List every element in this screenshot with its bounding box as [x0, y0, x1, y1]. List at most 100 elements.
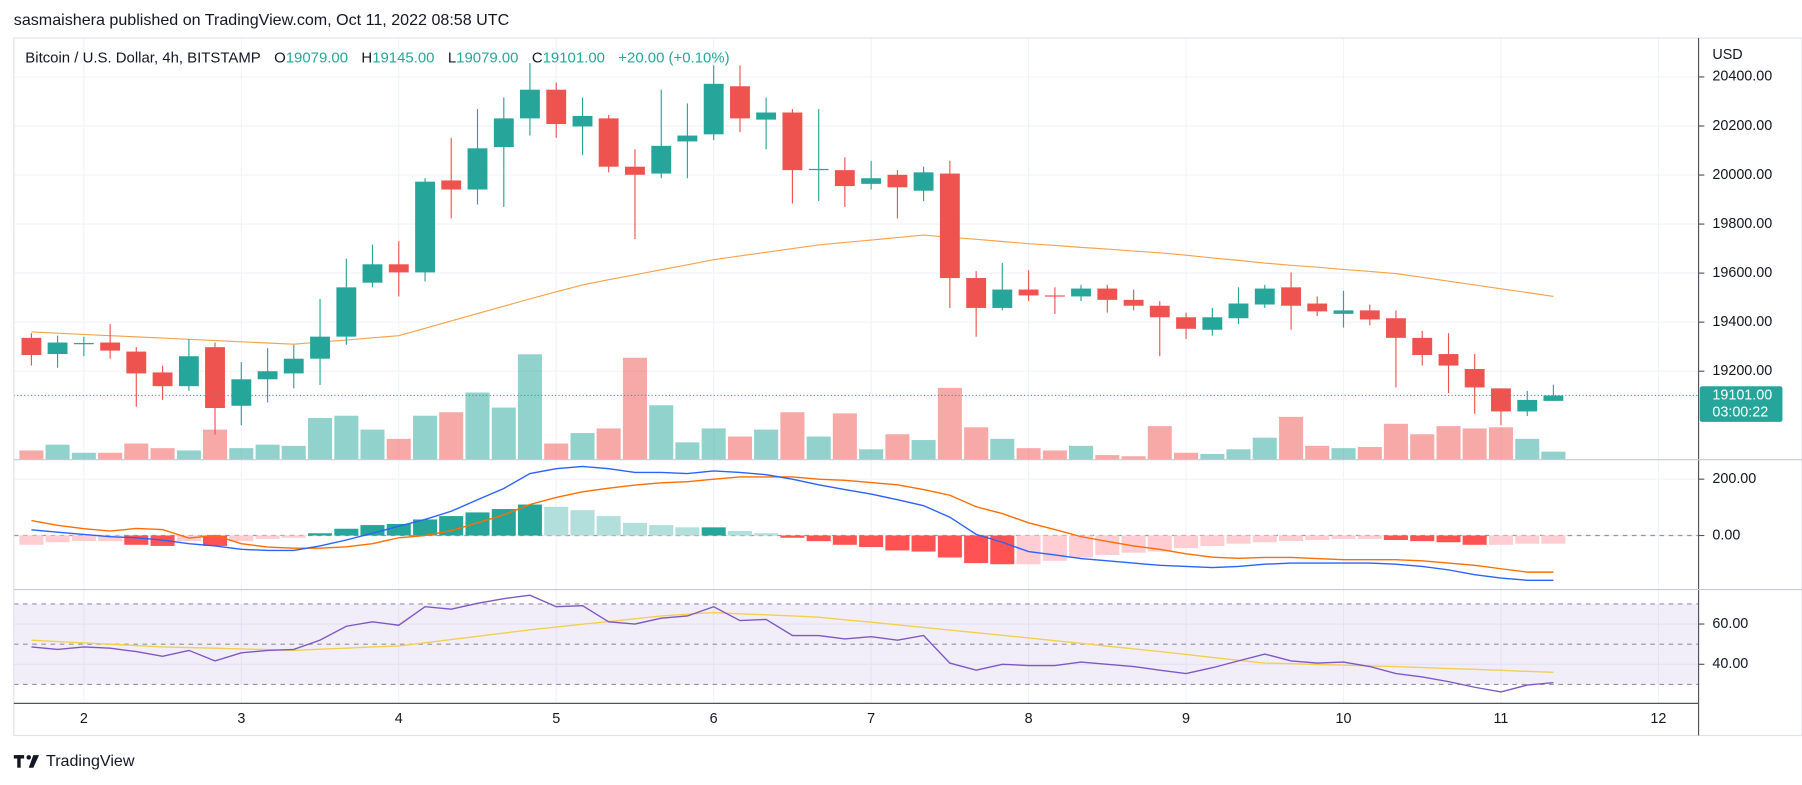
- histogram-bar: [465, 512, 490, 536]
- candle-body: [1202, 317, 1223, 330]
- candle-body: [1123, 299, 1144, 306]
- volume-bar: [1357, 446, 1382, 460]
- candle-body: [21, 337, 42, 356]
- candle-body: [834, 170, 855, 187]
- candle-body: [100, 342, 121, 351]
- histogram-bar: [1462, 535, 1487, 545]
- candle-body: [1176, 317, 1196, 329]
- candle-body: [1412, 337, 1433, 356]
- y-tick-label: 60.00: [1712, 616, 1748, 632]
- histogram-bar: [71, 535, 96, 542]
- symbol-title: Bitcoin / U.S. Dollar, 4h, BITSTAMP: [25, 50, 261, 67]
- volume-bar: [176, 450, 201, 460]
- histogram-bar: [255, 535, 280, 539]
- y-tick-label: 40.00: [1712, 656, 1748, 672]
- x-tick-label: 10: [1336, 711, 1352, 727]
- histogram-bar: [413, 519, 438, 536]
- x-tick-label: 8: [1025, 711, 1033, 727]
- histogram-bar: [1331, 535, 1356, 539]
- y-tick-label: 20400.00: [1712, 69, 1772, 85]
- legend-value: 19101.00: [543, 50, 605, 67]
- histogram-bar: [124, 535, 149, 545]
- volume-bar: [124, 443, 149, 460]
- footer-logo: TradingView: [13, 752, 135, 770]
- volume-bar: [150, 448, 175, 460]
- candle-body: [1018, 289, 1039, 296]
- candle-body: [493, 118, 514, 148]
- histogram-bar: [1410, 535, 1435, 542]
- volume-bar: [701, 428, 726, 460]
- histogram-bar: [727, 531, 753, 536]
- volume-bar: [413, 415, 438, 460]
- volume-bar: [1016, 448, 1041, 460]
- macd-line: [31, 465, 1554, 581]
- candle-body: [992, 289, 1013, 308]
- volume-bar: [675, 442, 700, 460]
- volume-bar: [990, 438, 1015, 460]
- volume-bar: [1383, 423, 1408, 460]
- volume-bar: [727, 436, 753, 460]
- volume-bar: [1095, 455, 1120, 460]
- histogram-bar: [281, 535, 306, 538]
- candle-body: [598, 118, 619, 167]
- logo-part: [26, 755, 32, 760]
- signal-line: [31, 476, 1554, 573]
- y-tick-label: 19600.00: [1712, 265, 1772, 281]
- candle-body: [703, 83, 724, 135]
- volume-bar: [622, 357, 647, 460]
- candle-body: [1254, 288, 1275, 305]
- chart-frame: [13, 37, 1802, 737]
- candle-body: [47, 342, 68, 355]
- candle-body: [913, 172, 934, 191]
- histogram-bar: [780, 535, 805, 538]
- legend-value: 19079.00: [456, 50, 518, 67]
- candle-body: [205, 347, 225, 408]
- legend-text: Bitcoin / U.S. Dollar, 4h, BITSTAMP O 190…: [25, 50, 729, 67]
- y-tick-label: 20000.00: [1712, 167, 1772, 183]
- last-price-label: 19101.00: [1712, 387, 1772, 403]
- volume-bar: [964, 427, 989, 460]
- legend-value: 19145.00: [372, 50, 434, 67]
- candle-body: [756, 112, 777, 120]
- candle-body: [310, 336, 330, 359]
- histogram-bar: [1515, 535, 1540, 544]
- legend-label: H: [361, 50, 372, 67]
- logo-part: [28, 755, 40, 768]
- logo-part: [17, 755, 21, 768]
- volume-bar: [1279, 416, 1304, 460]
- candle-body: [257, 371, 278, 380]
- histogram-bar: [1174, 535, 1199, 549]
- volume-bar: [780, 412, 805, 460]
- histogram-bar: [98, 535, 123, 542]
- volume-bar: [1121, 456, 1146, 460]
- y-tick-label: 200.00: [1712, 471, 1756, 487]
- candle-body: [625, 166, 645, 175]
- volume-bar: [649, 405, 674, 460]
- volume-bar: [885, 434, 910, 460]
- volume-bar: [465, 392, 490, 460]
- volume-bar: [281, 445, 306, 460]
- volume-bar: [308, 418, 333, 460]
- volume-bar: [754, 429, 779, 460]
- legend-label: O: [274, 50, 286, 67]
- histogram-bar: [491, 509, 516, 536]
- candle-body: [808, 168, 829, 171]
- x-tick-label: 11: [1494, 711, 1509, 727]
- volume-bar: [19, 450, 44, 460]
- x-tick-label: 12: [1650, 711, 1666, 727]
- publisher-line: sasmaishera published on TradingView.com…: [14, 11, 509, 29]
- histogram-bar: [675, 527, 700, 536]
- candle-body: [572, 115, 593, 127]
- volume-bar: [1252, 437, 1277, 460]
- candle-body: [966, 278, 987, 308]
- volume-bar: [439, 412, 464, 460]
- volume-bar: [491, 407, 516, 460]
- histogram-bar: [150, 535, 175, 546]
- legend: Bitcoin / U.S. Dollar, 4h, BITSTAMP O 190…: [25, 50, 729, 67]
- legend-label: C: [532, 50, 543, 67]
- volume-bar: [1069, 445, 1094, 460]
- candle-body: [231, 379, 252, 406]
- histogram-bar: [1069, 535, 1094, 558]
- candle-body: [467, 148, 488, 190]
- histogram-bar: [45, 535, 70, 543]
